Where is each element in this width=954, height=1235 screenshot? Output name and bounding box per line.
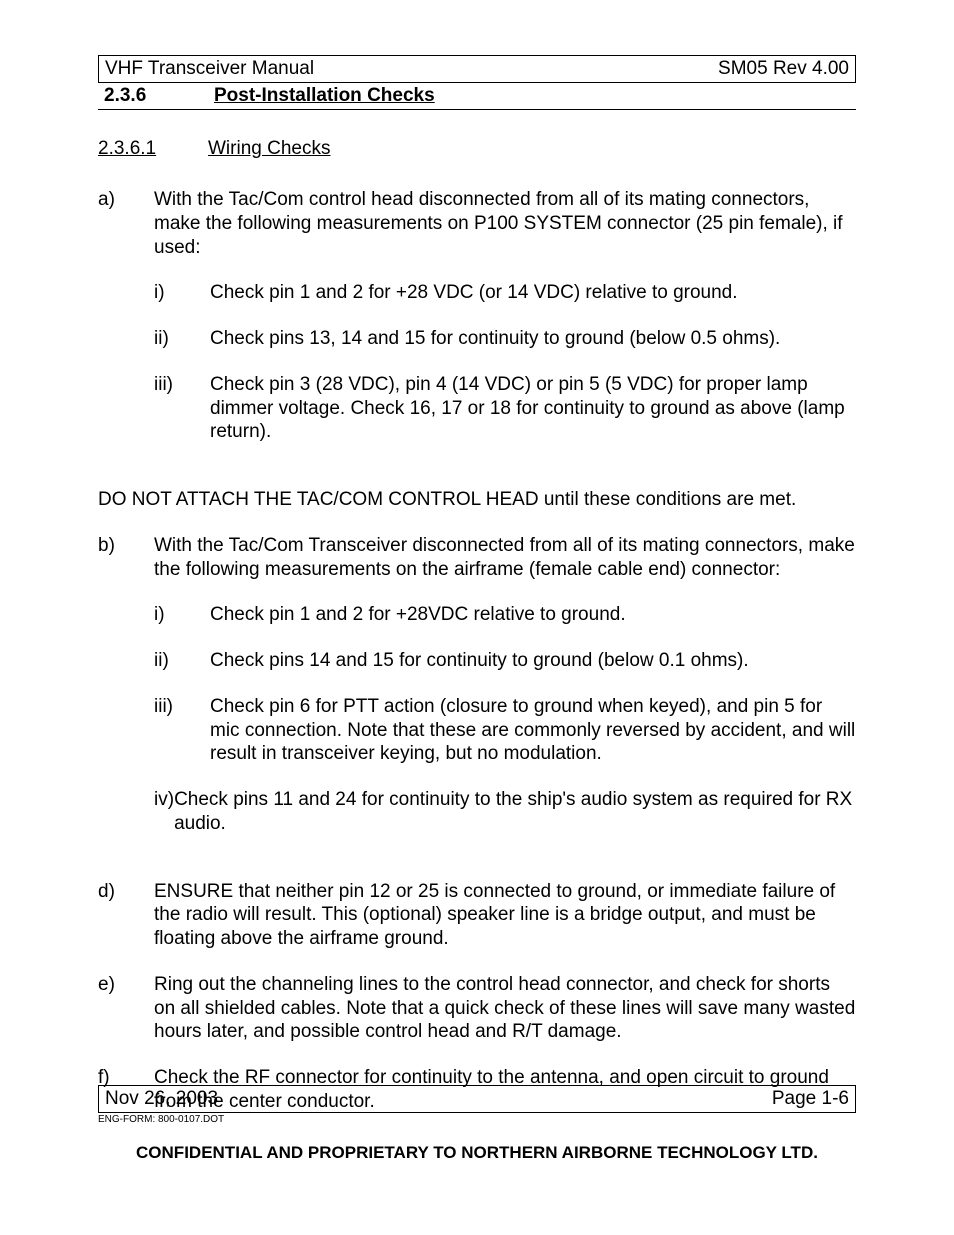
subitem-label: ii)	[154, 327, 210, 351]
item-text: With the Tac/Com Transceiver disconnecte…	[154, 534, 856, 582]
header-box: VHF Transceiver Manual SM05 Rev 4.00	[98, 55, 856, 83]
subitem-label: ii)	[154, 649, 210, 673]
subitem-text: Check pin 1 and 2 for +28VDC relative to…	[210, 603, 856, 627]
section-title: Post-Installation Checks	[214, 85, 435, 106]
section-heading: 2.3.6Post-Installation Checks	[98, 83, 856, 110]
footer-page: Page 1-6	[772, 1088, 849, 1110]
subitem-label: i)	[154, 603, 210, 627]
item-label: b)	[98, 534, 154, 858]
list-item-a: a) With the Tac/Com control head disconn…	[98, 188, 856, 466]
subitem-text: Check pin 6 for PTT action (closure to g…	[210, 695, 856, 766]
warning-text: DO NOT ATTACH THE TAC/COM CONTROL HEAD u…	[98, 488, 856, 512]
item-text: Ring out the channeling lines to the con…	[154, 973, 856, 1044]
subitem-b-i: i) Check pin 1 and 2 for +28VDC relative…	[154, 603, 856, 627]
subitem-text: Check pins 14 and 15 for continuity to g…	[210, 649, 856, 673]
item-label: a)	[98, 188, 154, 466]
sublist-b: i) Check pin 1 and 2 for +28VDC relative…	[154, 603, 856, 835]
body-text: a) With the Tac/Com control head disconn…	[98, 188, 856, 1114]
subitem-text: Check pin 3 (28 VDC), pin 4 (14 VDC) or …	[210, 373, 856, 444]
section-number: 2.3.6	[104, 85, 214, 107]
item-label: d)	[98, 880, 154, 951]
subsection-number: 2.3.6.1	[98, 138, 208, 160]
item-label: e)	[98, 973, 154, 1044]
subitem-b-ii: ii) Check pins 14 and 15 for continuity …	[154, 649, 856, 673]
subitem-a-ii: ii) Check pins 13, 14 and 15 for continu…	[154, 327, 856, 351]
subitem-label: iii)	[154, 695, 210, 766]
footer-date: Nov 26, 2003	[105, 1088, 218, 1110]
subitem-text: Check pins 11 and 24 for continuity to t…	[174, 788, 856, 836]
list-item-e: e) Ring out the channeling lines to the …	[98, 973, 856, 1044]
page-body: VHF Transceiver Manual SM05 Rev 4.00 2.3…	[0, 0, 954, 1114]
item-text: With the Tac/Com control head disconnect…	[154, 188, 856, 259]
subsection-heading: 2.3.6.1Wiring Checks	[98, 138, 856, 160]
footer-confidential: CONFIDENTIAL AND PROPRIETARY TO NORTHERN…	[98, 1143, 856, 1163]
subitem-b-iii: iii) Check pin 6 for PTT action (closure…	[154, 695, 856, 766]
header-right: SM05 Rev 4.00	[718, 58, 849, 80]
subitem-label: i)	[154, 281, 210, 305]
subitem-text: Check pins 13, 14 and 15 for continuity …	[210, 327, 856, 351]
subitem-text: Check pin 1 and 2 for +28 VDC (or 14 VDC…	[210, 281, 856, 305]
subitem-label: iii)	[154, 373, 210, 444]
list-item-b: b) With the Tac/Com Transceiver disconne…	[98, 534, 856, 858]
header-left: VHF Transceiver Manual	[105, 58, 314, 80]
subitem-b-iv: iv) Check pins 11 and 24 for continuity …	[154, 788, 856, 836]
subitem-a-i: i) Check pin 1 and 2 for +28 VDC (or 14 …	[154, 281, 856, 305]
subitem-a-iii: iii) Check pin 3 (28 VDC), pin 4 (14 VDC…	[154, 373, 856, 444]
item-content: With the Tac/Com control head disconnect…	[154, 188, 856, 466]
footer-box: Nov 26, 2003 Page 1-6	[98, 1085, 856, 1113]
sublist-a: i) Check pin 1 and 2 for +28 VDC (or 14 …	[154, 281, 856, 444]
page-footer: Nov 26, 2003 Page 1-6 ENG-FORM: 800-0107…	[98, 1085, 856, 1163]
item-text: ENSURE that neither pin 12 or 25 is conn…	[154, 880, 856, 951]
list-item-d: d) ENSURE that neither pin 12 or 25 is c…	[98, 880, 856, 951]
subsection-title: Wiring Checks	[208, 138, 330, 159]
subitem-label: iv)	[154, 788, 174, 836]
footer-form-id: ENG-FORM: 800-0107.DOT	[98, 1114, 856, 1125]
item-content: With the Tac/Com Transceiver disconnecte…	[154, 534, 856, 858]
